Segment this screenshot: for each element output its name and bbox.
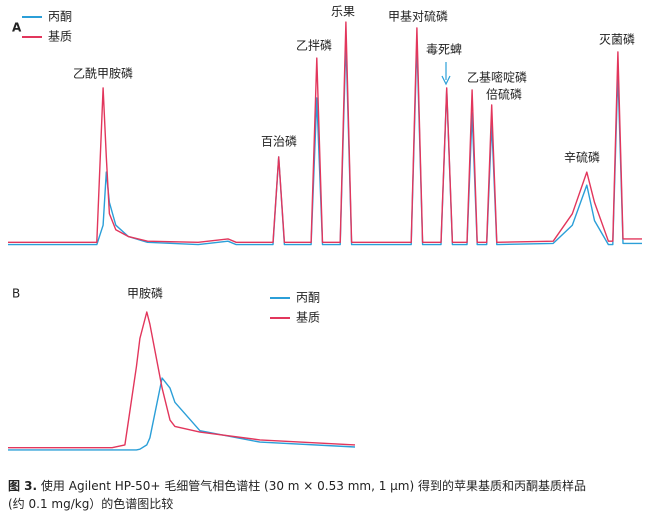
caption-text: 使用 Agilent HP-50+ 毛细管气相色谱柱 (30 m × 0.53 … xyxy=(40,479,586,493)
panel-label: B xyxy=(12,287,20,301)
caption-line: 图 3. 使用 Agilent HP-50+ 毛细管气相色谱柱 (30 m × … xyxy=(8,477,586,494)
trace xyxy=(8,39,642,246)
peak-label: 灭菌磷 xyxy=(599,32,635,47)
peak-label: 毒死蜱 xyxy=(426,42,462,57)
peak-label: 乙拌磷 xyxy=(296,38,332,53)
legend-label: 丙酮 xyxy=(48,10,72,24)
caption-line: (约 0.1 mg/kg）的色谱图比较 xyxy=(8,497,174,511)
peak-label: 甲胺磷 xyxy=(127,286,163,301)
peak-label: 辛硫磷 xyxy=(564,150,600,165)
peak-label: 甲基对硫磷 xyxy=(388,9,448,24)
legend-label: 基质 xyxy=(296,311,320,325)
panel-label: A xyxy=(12,21,22,35)
legend-label: 丙酮 xyxy=(296,291,320,305)
caption-label: 图 3. xyxy=(8,479,38,493)
trace xyxy=(8,377,356,451)
trace xyxy=(8,311,356,449)
peak-label: 百治磷 xyxy=(261,134,297,149)
peak-label: 乐果 xyxy=(331,5,355,19)
peak-label: 乙基嘧啶磷 xyxy=(467,70,527,85)
peak-label: 乙酰甲胺磷 xyxy=(73,66,133,81)
arrow-head xyxy=(441,75,451,86)
legend-label: 基质 xyxy=(48,30,72,44)
peak-label: 倍硫磷 xyxy=(486,87,522,102)
trace xyxy=(8,21,642,243)
